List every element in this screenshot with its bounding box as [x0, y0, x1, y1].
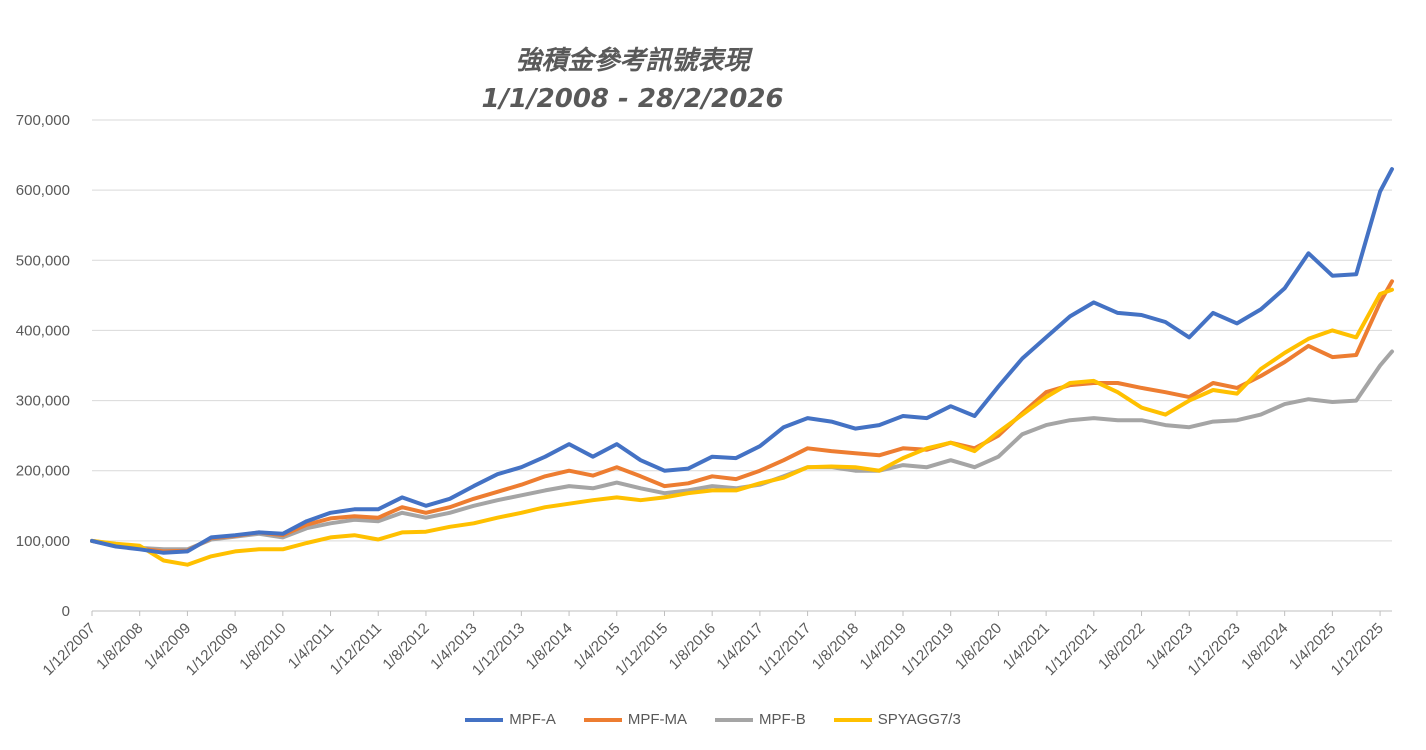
gridlines — [92, 119, 1392, 612]
y-tick-label: 0 — [62, 603, 70, 620]
y-tick-label: 500,000 — [16, 252, 70, 269]
legend-label: MPF-A — [509, 711, 556, 728]
legend-swatch — [833, 717, 872, 722]
legend-swatch — [583, 717, 622, 722]
x-tick-label: 1/12/2017 — [755, 620, 814, 679]
x-tick-label: 1/8/2014 — [523, 620, 576, 673]
x-tick-label: 1/12/2025 — [1328, 620, 1387, 679]
series-line-mpf-ma — [90, 279, 1394, 554]
legend-item: MPF-MA — [583, 711, 688, 728]
x-tick-label: 1/12/2007 — [40, 620, 99, 679]
x-tick-label: 1/8/2016 — [666, 620, 719, 673]
legend: MPF-A MPF-MA MPF-B SPYAGG7/3 — [0, 711, 1426, 728]
y-tick-label: 400,000 — [16, 322, 70, 339]
y-tick-label: 200,000 — [16, 463, 70, 480]
x-tick-label: 1/12/2009 — [183, 620, 242, 679]
x-tick-label: 1/12/2019 — [898, 620, 957, 679]
x-tick-label: 1/8/2008 — [93, 620, 146, 673]
x-tick-label: 1/12/2013 — [469, 620, 528, 679]
x-tick-label: 1/8/2022 — [1095, 620, 1148, 673]
chart-title: 強積金參考訊號表現 — [515, 46, 750, 76]
y-axis: 0 100,000 200,000 300,000 400,000 500,000 600,… — [16, 112, 70, 620]
legend-swatch — [465, 717, 504, 722]
series-line-mpf-b — [90, 349, 1394, 552]
x-tick-label: 1/8/2012 — [379, 620, 432, 673]
legend-swatch — [715, 717, 754, 722]
x-tick-label: 1/8/2020 — [952, 620, 1005, 673]
series-line-mpf-a — [90, 167, 1394, 555]
series-lines — [90, 167, 1394, 567]
y-tick-label: 100,000 — [16, 533, 70, 550]
legend-label: MPF-MA — [627, 711, 688, 728]
chart-subtitle: 1/1/2008 - 28/2/2026 — [481, 84, 784, 114]
x-tick-label: 1/12/2021 — [1041, 620, 1100, 679]
series-line-spyagg7-3 — [90, 287, 1394, 567]
x-tick-label: 1/8/2018 — [809, 620, 862, 673]
legend-item: MPF-B — [715, 711, 806, 728]
y-tick-label: 700,000 — [16, 112, 70, 129]
legend-label: SPYAGG7/3 — [877, 711, 961, 728]
legend-item: MPF-A — [465, 711, 556, 728]
x-tick-label: 1/8/2010 — [236, 620, 289, 673]
legend-item: SPYAGG7/3 — [833, 711, 961, 728]
x-tick-label: 1/12/2011 — [327, 620, 385, 678]
legend-label: MPF-B — [759, 711, 806, 728]
y-tick-label: 300,000 — [16, 393, 70, 410]
x-tick-label: 1/12/2023 — [1185, 620, 1244, 679]
x-tick-label: 1/12/2015 — [612, 620, 671, 679]
x-tick-label: 1/8/2024 — [1238, 620, 1291, 673]
y-tick-label: 600,000 — [16, 182, 70, 199]
x-axis: 1/12/20071/8/20081/4/20091/12/20091/8/20… — [40, 611, 1387, 679]
